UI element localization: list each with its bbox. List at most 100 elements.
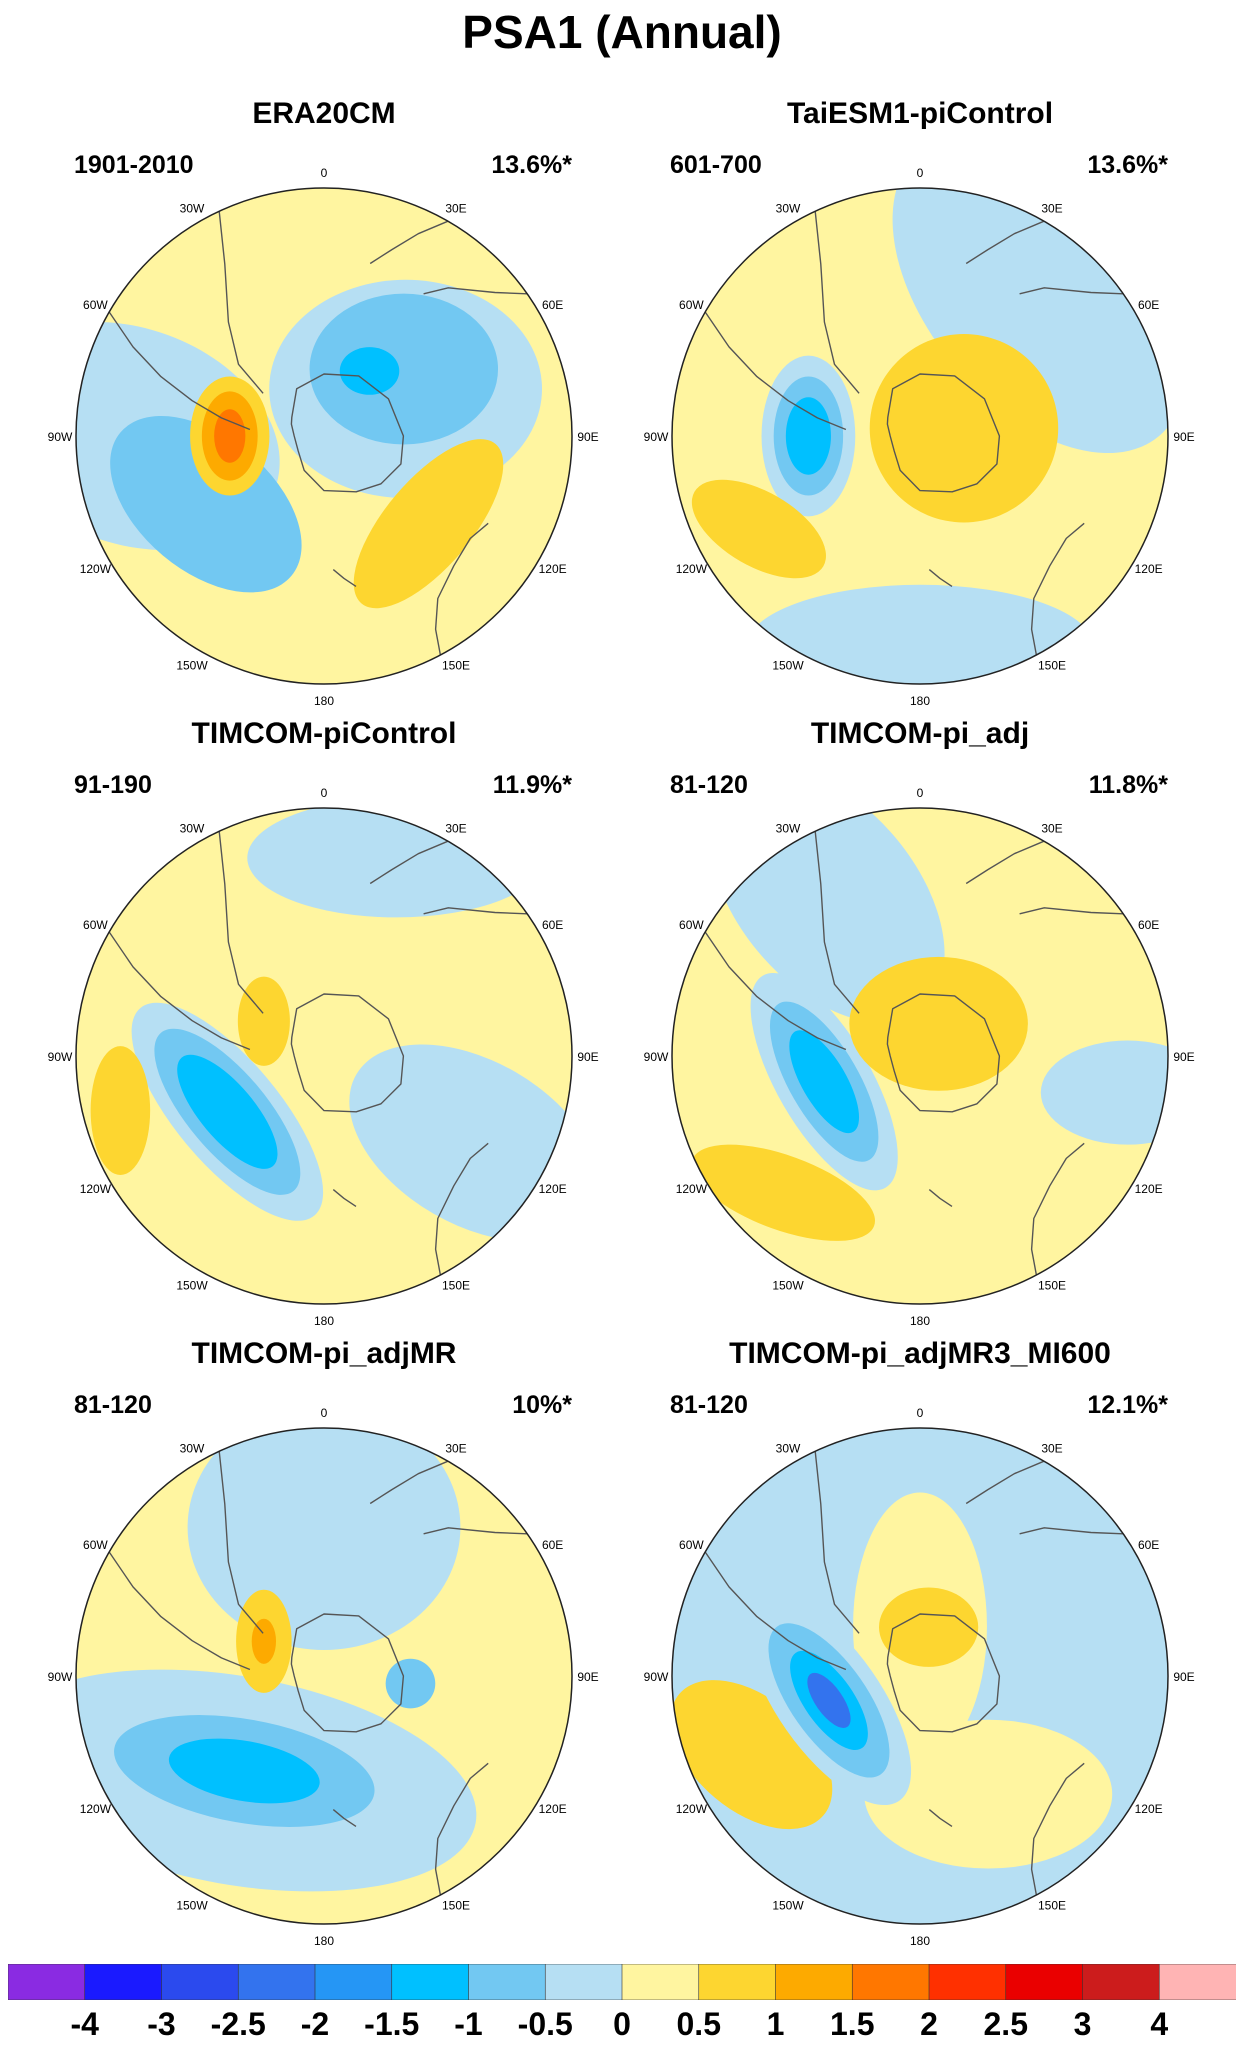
coastline — [814, 211, 860, 394]
explained-variance-label: 10%* — [512, 1391, 572, 1419]
colorbar-swatch — [1005, 1964, 1084, 2000]
colorbar-tick-label: -4 — [70, 2006, 99, 2042]
longitude-label: 60E — [542, 298, 563, 312]
explained-variance-label: 11.9%* — [492, 771, 572, 799]
anomaly-contour — [879, 1587, 979, 1667]
colorbar-swatch — [391, 1964, 470, 2000]
colorbar-tick-label: 4 — [1150, 2006, 1169, 2042]
longitude-label: 30W — [180, 821, 205, 835]
anomaly-contour — [691, 1144, 875, 1241]
coastline — [108, 311, 251, 431]
longitude-label: 0 — [917, 166, 924, 180]
coastline — [814, 831, 860, 1014]
anomaly-contour — [187, 1428, 461, 1650]
map-panel-timcom-picontrol: 0 30E 60E 90E 120E 150E 180 150W 120W 90W 60W 30W T… — [24, 716, 624, 1326]
longitude-label: 120E — [539, 1182, 567, 1196]
colorbar-swatch — [468, 1964, 547, 2000]
anomaly-contour — [168, 1738, 320, 1804]
longitude-label: 30W — [180, 1441, 205, 1455]
longitude-label: 180 — [314, 1314, 334, 1326]
longitude-label: 60W — [83, 1538, 108, 1552]
longitude-label: 150W — [176, 1279, 208, 1293]
longitude-label: 180 — [910, 1314, 930, 1326]
colorbar-tick-label: -2.5 — [210, 2006, 266, 2042]
coastline — [1030, 1762, 1085, 1896]
coastline — [1019, 1527, 1124, 1535]
longitude-label: 60E — [1138, 298, 1159, 312]
coastline — [423, 1527, 528, 1535]
coastline — [423, 287, 528, 295]
map-boundary — [75, 1427, 573, 1925]
colorbar-swatch — [621, 1964, 700, 2000]
explained-variance-label: 12.1%* — [1087, 1391, 1168, 1419]
longitude-label: 90W — [644, 1670, 669, 1684]
longitude-label: 0 — [321, 1406, 328, 1420]
longitude-label: 120W — [676, 1802, 708, 1816]
anomaly-contour — [247, 808, 545, 918]
colorbar-labels: -4 -3 -2.5 -2 -1.5 -1 -0.5 0 0.5 1 1.5 2 2.5 3 4 — [8, 2004, 1236, 2044]
map-boundary — [671, 187, 1169, 685]
coastline — [886, 1613, 1001, 1733]
colorbar-tick-label: 1 — [766, 2006, 785, 2042]
longitude-label: 120E — [1135, 1182, 1163, 1196]
colorbar-swatch — [1082, 1964, 1161, 2000]
anomaly-contour — [789, 1030, 860, 1134]
anomaly-contour — [1040, 1040, 1168, 1145]
longitude-label: 120W — [80, 562, 112, 576]
anomaly-contour — [309, 293, 499, 445]
longitude-label: 120W — [80, 1802, 112, 1816]
coastline — [218, 831, 264, 1014]
coastline — [704, 311, 847, 431]
panel-title: TIMCOM-pi_adj — [810, 717, 1030, 750]
anomaly-contour — [385, 1658, 436, 1709]
map-boundary — [75, 187, 573, 685]
longitude-label: 90E — [1173, 1670, 1194, 1684]
colorbar-swatch — [775, 1964, 854, 2000]
map-boundary — [671, 807, 1169, 1305]
longitude-label: 60E — [542, 1538, 563, 1552]
colorbar-tick-label: -1.5 — [364, 2006, 420, 2042]
longitude-label: 90E — [577, 1050, 598, 1064]
colorbar-tick-label: -0.5 — [517, 2006, 573, 2042]
longitude-label: 150W — [176, 1899, 208, 1913]
polar-map: 0 30E 60E 90E 120E 150E 180 150W 120W 90W 60W 30W — [48, 1406, 599, 1946]
anomaly-contour — [214, 409, 246, 463]
coastline — [928, 1189, 953, 1207]
longitude-label: 150W — [772, 659, 804, 673]
colorbar-tick-label: -2 — [300, 2006, 330, 2042]
longitude-label: 60W — [679, 298, 704, 312]
coastline — [218, 211, 264, 394]
longitude-label: 90W — [48, 430, 73, 444]
colorbar-swatch — [314, 1964, 393, 2000]
figure-title: PSA1 (Annual) — [462, 6, 782, 58]
coastline — [704, 931, 847, 1051]
coastline — [965, 220, 1045, 265]
coastline — [290, 993, 405, 1113]
longitude-label: 150E — [442, 1899, 470, 1913]
longitude-label: 30W — [776, 1441, 801, 1455]
coastline — [332, 1189, 357, 1207]
longitude-label: 60E — [1138, 1538, 1159, 1552]
longitude-label: 30E — [445, 821, 466, 835]
colorbar-swatch — [544, 1964, 623, 2000]
longitude-label: 0 — [917, 786, 924, 800]
coastline — [108, 931, 251, 1051]
polar-map: 0 30E 60E 90E 120E 150E 180 150W 120W 90W 60W 30W — [48, 786, 599, 1326]
longitude-label: 120E — [539, 562, 567, 576]
anomaly-contour — [849, 956, 1028, 1091]
colorbar-swatch — [161, 1964, 240, 2000]
coastline — [369, 840, 449, 885]
coastline — [965, 840, 1045, 885]
longitude-label: 90E — [577, 430, 598, 444]
coastline — [928, 569, 953, 587]
longitude-label: 60W — [679, 918, 704, 932]
longitude-label: 30E — [1041, 201, 1062, 215]
anomaly-contour — [177, 1054, 278, 1169]
longitude-label: 60W — [83, 298, 108, 312]
explained-variance-label: 13.6%* — [491, 151, 572, 179]
longitude-label: 30W — [776, 201, 801, 215]
map-panel-taiesm1-picontrol: 0 30E 60E 90E 120E 150E 180 150W 120W 90W 60W 30W T… — [620, 96, 1220, 706]
colorbar-tick-label: 2.5 — [983, 2006, 1028, 2042]
colorbar-swatch — [8, 1964, 86, 2000]
longitude-label: 60E — [542, 918, 563, 932]
